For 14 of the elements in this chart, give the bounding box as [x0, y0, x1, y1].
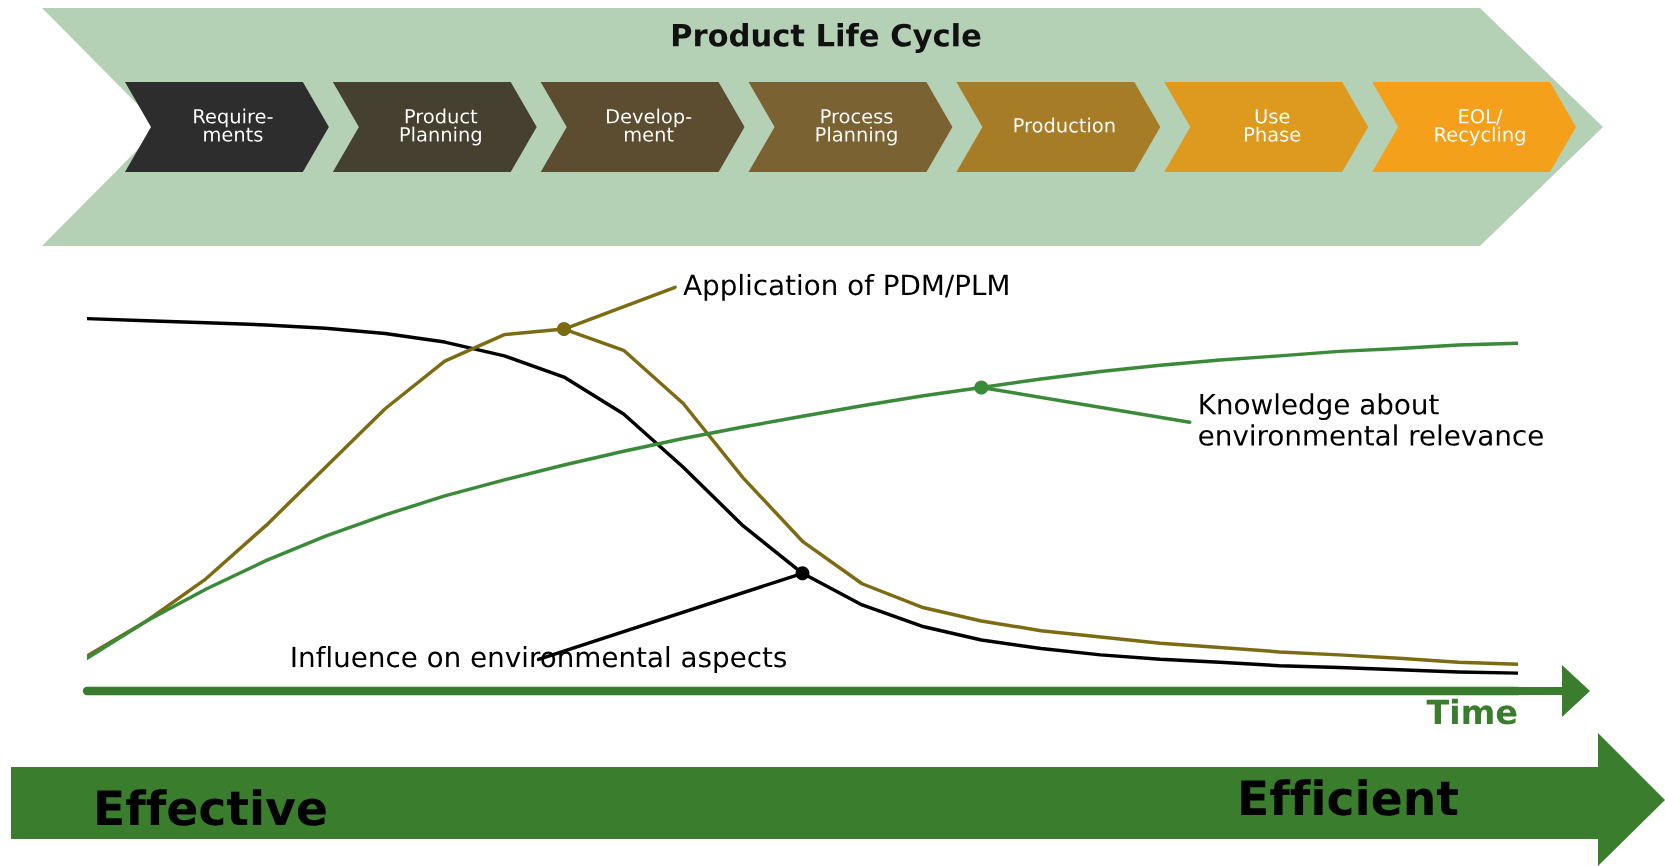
text: Process Planning: [816, 109, 897, 146]
text: Use Phase: [1245, 109, 1301, 142]
chart-title: Product Life Cycle: [672, 23, 981, 53]
series-label: Knowledge about environmental relevance: [1199, 393, 1543, 446]
text: Develop- ment: [607, 108, 692, 142]
text: Influence on environmental aspects: [292, 646, 787, 673]
text: Efficient: [1241, 779, 1458, 816]
text: Application of PDM/PLM: [683, 273, 1008, 301]
text: Effective: [97, 789, 326, 826]
text: Production: [1014, 117, 1115, 133]
text: Require- ments: [194, 108, 273, 142]
text: EOL/ Recycling: [1435, 108, 1525, 146]
x-axis-title: Time: [1426, 698, 1517, 725]
text: Product Planning: [400, 108, 481, 146]
